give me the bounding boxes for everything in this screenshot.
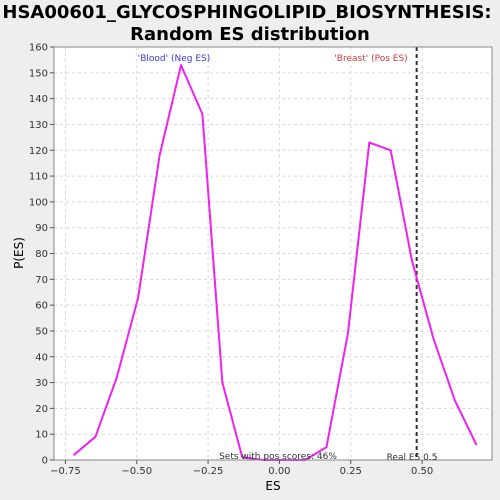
neg-es-label: 'Blood' (Neg ES) <box>138 54 210 64</box>
y-tick-label: 100 <box>29 197 48 208</box>
data-point <box>73 454 75 456</box>
data-point <box>158 154 161 157</box>
y-axis-ticks: 0 10 20 30 40 50 60 70 80 90 100 110 120 130 140 150 160 <box>29 43 54 467</box>
x-tick-label: −0.75 <box>50 466 81 477</box>
data-point <box>115 376 118 379</box>
data-point <box>368 141 371 144</box>
y-tick-label: 70 <box>35 275 48 286</box>
y-tick-label: 160 <box>29 43 48 54</box>
y-tick-label: 60 <box>35 301 48 312</box>
y-tick-label: 120 <box>29 146 48 157</box>
data-point <box>411 260 413 263</box>
data-point <box>94 435 97 438</box>
y-axis-label: P(ES) <box>12 237 26 269</box>
x-tick-label: 0.00 <box>268 466 290 477</box>
y-tick-label: 90 <box>35 223 48 234</box>
data-point <box>389 149 392 152</box>
x-tick-label: −0.50 <box>121 466 152 477</box>
y-tick-label: 10 <box>35 430 48 441</box>
data-point <box>475 443 478 446</box>
data-point <box>347 332 349 335</box>
y-tick-label: 130 <box>29 120 48 131</box>
x-tick-label: −0.25 <box>193 466 224 477</box>
data-point <box>221 381 224 384</box>
x-axis-ticks: −0.75 −0.50 −0.25 0.00 0.25 0.50 <box>50 460 433 477</box>
x-axis-label: ES <box>265 479 280 493</box>
x-tick-label: 0.25 <box>340 466 362 477</box>
y-tick-label: 80 <box>35 249 48 260</box>
data-point <box>454 399 456 402</box>
y-tick-label: 20 <box>35 404 48 415</box>
y-tick-label: 110 <box>29 172 48 183</box>
data-point <box>137 296 139 299</box>
y-tick-label: 150 <box>29 68 48 79</box>
data-point <box>432 337 435 340</box>
data-point <box>325 446 328 448</box>
chart-title-line1: HSA00601_GLYCOSPHINGOLIPID_BIOSYNTHESIS: <box>2 2 491 23</box>
y-tick-label: 50 <box>35 326 48 337</box>
y-tick-label: 0 <box>42 456 48 467</box>
chart-title-line2: Random ES distribution <box>130 24 370 45</box>
data-point <box>201 113 204 115</box>
y-tick-label: 30 <box>35 378 48 389</box>
data-point <box>241 456 244 459</box>
y-tick-label: 140 <box>29 94 48 105</box>
pos-es-label: 'Breast' (Pos ES) <box>334 54 407 64</box>
x-tick-label: 0.50 <box>411 466 433 477</box>
real-es-note: Real ES 0.5 <box>387 453 438 463</box>
data-point <box>180 64 182 66</box>
y-tick-label: 40 <box>35 352 48 363</box>
pos-scores-note: Sets with pos scores: 46% <box>219 452 337 462</box>
